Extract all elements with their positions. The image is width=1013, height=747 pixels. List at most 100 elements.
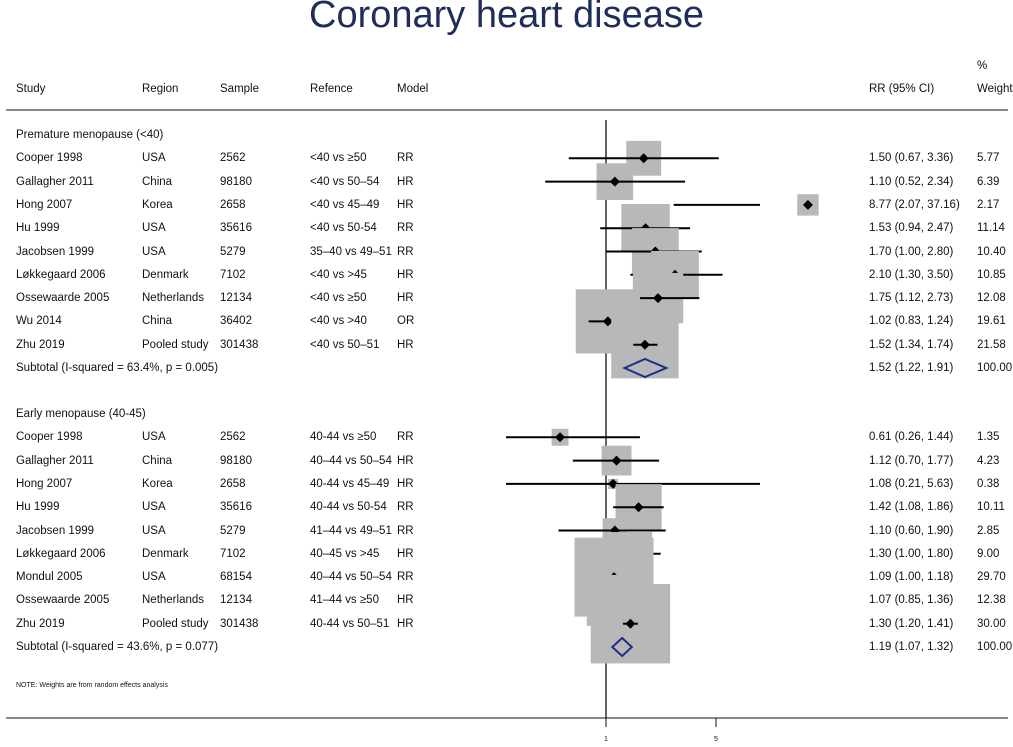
study-reference: 40-44 vs ≥50: [310, 431, 377, 444]
study-region: China: [142, 315, 173, 328]
point-estimate: [611, 455, 622, 466]
study-weight: 30.00: [977, 617, 1006, 630]
study-model: OR: [397, 315, 415, 328]
study-weight: 12.08: [977, 292, 1006, 305]
study-sample: 98180: [220, 454, 252, 467]
study-region: China: [142, 175, 173, 188]
study-weight: 0.38: [977, 477, 1000, 490]
study-model: HR: [397, 338, 414, 351]
study-weight: 2.17: [977, 198, 1000, 211]
study-sample: 5279: [220, 245, 246, 258]
study-name: Gallagher 2011: [16, 454, 94, 467]
study-region: USA: [142, 571, 166, 584]
study-rr-ci: 1.70 (1.00, 2.80): [869, 245, 954, 258]
study-rr-ci: 1.09 (1.00, 1.18): [869, 571, 954, 584]
study-model: HR: [397, 268, 414, 281]
study-rr-ci: 1.08 (0.21, 5.63): [869, 477, 954, 490]
study-sample: 68154: [220, 571, 252, 584]
study-region: Pooled study: [142, 338, 209, 351]
study-sample: 35616: [220, 222, 252, 235]
study-region: USA: [142, 222, 166, 235]
point-estimate: [633, 502, 644, 513]
study-name: Ossewaarde 2005: [16, 292, 110, 305]
study-model: HR: [397, 594, 414, 607]
point-estimate: [638, 153, 649, 164]
study-weight: 5.77: [977, 152, 1000, 165]
study-region: Korea: [142, 477, 173, 490]
subtotal-label: Subtotal (I-squared = 63.4%, p = 0.005): [16, 362, 219, 374]
subtotal-diamond: [610, 636, 634, 658]
study-reference: <40 vs >45: [310, 268, 367, 281]
study-name: Zhu 2019: [16, 617, 65, 630]
study-model: HR: [397, 617, 414, 630]
study-region: USA: [142, 501, 166, 514]
study-model: RR: [397, 152, 414, 165]
study-sample: 2658: [220, 477, 246, 490]
subtotal-diamond: [622, 357, 669, 379]
point-estimate: [609, 176, 620, 187]
header-region: Region: [142, 83, 179, 95]
study-rr-ci: 1.10 (0.60, 1.90): [869, 524, 954, 537]
study-name: Ossewaarde 2005: [16, 594, 110, 607]
study-reference: 41–44 vs ≥50: [310, 594, 379, 607]
study-reference: 35–40 vs 49–51: [310, 245, 392, 258]
point-estimate: [625, 618, 636, 629]
study-sample: 36402: [220, 315, 252, 328]
study-sample: 301438: [220, 617, 259, 630]
study-model: HR: [397, 547, 414, 560]
study-name: Zhu 2019: [16, 338, 65, 351]
study-sample: 98180: [220, 175, 252, 188]
subtotal-weight: 100.00: [977, 641, 1013, 653]
point-estimate: [555, 432, 566, 443]
x-tick-label: 5: [714, 736, 718, 743]
study-name: Hu 1999: [16, 222, 60, 235]
study-reference: 40-44 vs 50-54: [310, 501, 387, 514]
point-estimate: [802, 199, 813, 210]
header-reference: Refence: [310, 83, 353, 95]
study-reference: 40-44 vs 45–49: [310, 477, 390, 490]
study-weight: 6.39: [977, 175, 1000, 188]
study-weight: 2.85: [977, 524, 1000, 537]
footnote: NOTE: Weights are from random effects an…: [16, 682, 168, 689]
study-reference: <40 vs 50–51: [310, 338, 380, 351]
subtotal-weight: 100.00: [977, 362, 1013, 374]
study-model: HR: [397, 292, 414, 305]
study-rr-ci: 1.12 (0.70, 1.77): [869, 454, 954, 467]
study-weight: 10.11: [977, 501, 1005, 514]
point-estimate: [602, 316, 613, 327]
study-model: RR: [397, 245, 414, 258]
study-region: USA: [142, 524, 166, 537]
study-name: Hu 1999: [16, 501, 60, 514]
study-sample: 2658: [220, 198, 246, 211]
study-model: RR: [397, 524, 414, 537]
header-weight: Weight: [977, 83, 1013, 95]
study-weight: 11.14: [977, 222, 1005, 235]
header-weight-pct: %: [977, 60, 988, 72]
study-rr-ci: 1.50 (0.67, 3.36): [869, 152, 954, 165]
study-reference: <40 vs ≥50: [310, 152, 367, 165]
study-sample: 12134: [220, 292, 252, 305]
chart-title: Coronary heart disease: [309, 0, 704, 36]
header-model: Model: [397, 83, 429, 95]
study-weight: 10.85: [977, 268, 1006, 281]
study-weight: 4.23: [977, 454, 1000, 467]
study-name: Cooper 1998: [16, 152, 83, 165]
header-rr-ci: RR (95% CI): [869, 83, 935, 95]
study-name: Hong 2007: [16, 198, 73, 211]
study-region: USA: [142, 245, 166, 258]
study-region: Denmark: [142, 268, 189, 281]
study-reference: <40 vs 50-54: [310, 222, 377, 235]
study-name: Mondul 2005: [16, 571, 83, 584]
study-model: RR: [397, 431, 414, 444]
study-weight: 21.58: [977, 338, 1006, 351]
study-region: China: [142, 454, 173, 467]
study-weight: 9.00: [977, 547, 1000, 560]
study-name: Hong 2007: [16, 477, 73, 490]
study-rr-ci: 1.42 (1.08, 1.86): [869, 501, 954, 514]
study-weight: 29.70: [977, 571, 1006, 584]
study-rr-ci: 1.52 (1.34, 1.74): [869, 338, 954, 351]
study-region: USA: [142, 152, 166, 165]
study-region: Netherlands: [142, 292, 205, 305]
study-rr-ci: 1.30 (1.00, 1.80): [869, 547, 954, 560]
